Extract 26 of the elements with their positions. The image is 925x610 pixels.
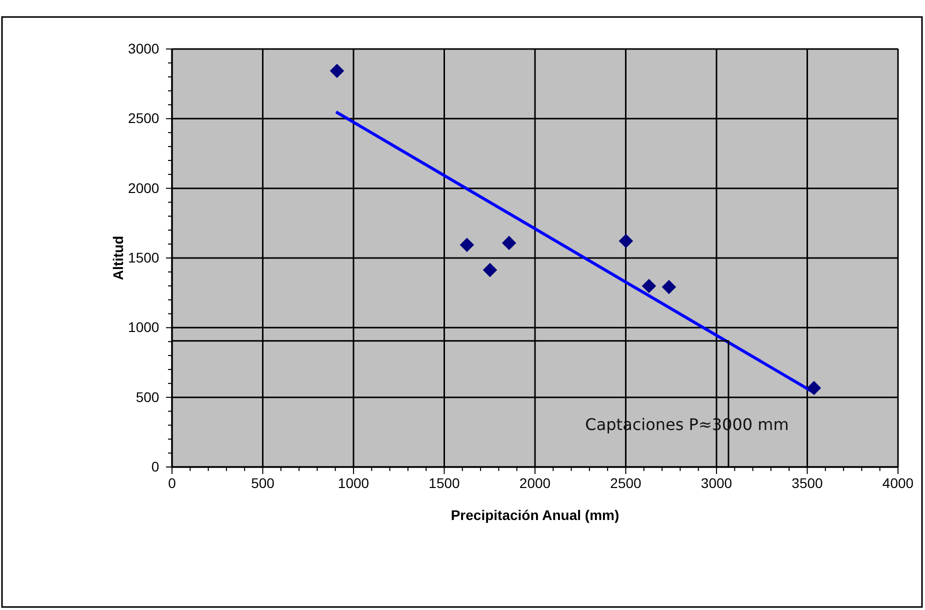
y-tick-label: 1000: [128, 319, 160, 336]
y-tick-label: 0: [151, 458, 160, 474]
x-tick-label: 0: [168, 475, 176, 492]
point: [482, 262, 498, 278]
point: [806, 380, 822, 396]
point: [642, 278, 656, 294]
point: [662, 280, 676, 294]
y-tick-label: 2000: [128, 180, 160, 196]
x-axis-title: Precipitación Anual (mm): [450, 507, 620, 523]
point: [502, 236, 516, 250]
x-tick-label: 2500: [610, 475, 642, 492]
y-axis-title: Altitud: [110, 236, 126, 280]
y-tick-label: 2500: [128, 110, 160, 126]
x-tick-label: 4000: [882, 475, 914, 492]
x-tick-label: 3500: [792, 475, 824, 492]
point: [330, 64, 344, 78]
x-tick-label: 2000: [519, 475, 551, 492]
y-tick-label: 1500: [128, 249, 160, 266]
x-tick-label: 1000: [338, 475, 370, 492]
y-tick-label: 500: [136, 388, 160, 405]
point: [460, 238, 474, 252]
y-tick-label: 3000: [128, 40, 160, 56]
x-tick-label: 500: [251, 475, 275, 492]
x-tick-label: 1500: [428, 475, 460, 492]
x-tick-label: 3000: [700, 475, 732, 492]
point: [618, 234, 634, 248]
